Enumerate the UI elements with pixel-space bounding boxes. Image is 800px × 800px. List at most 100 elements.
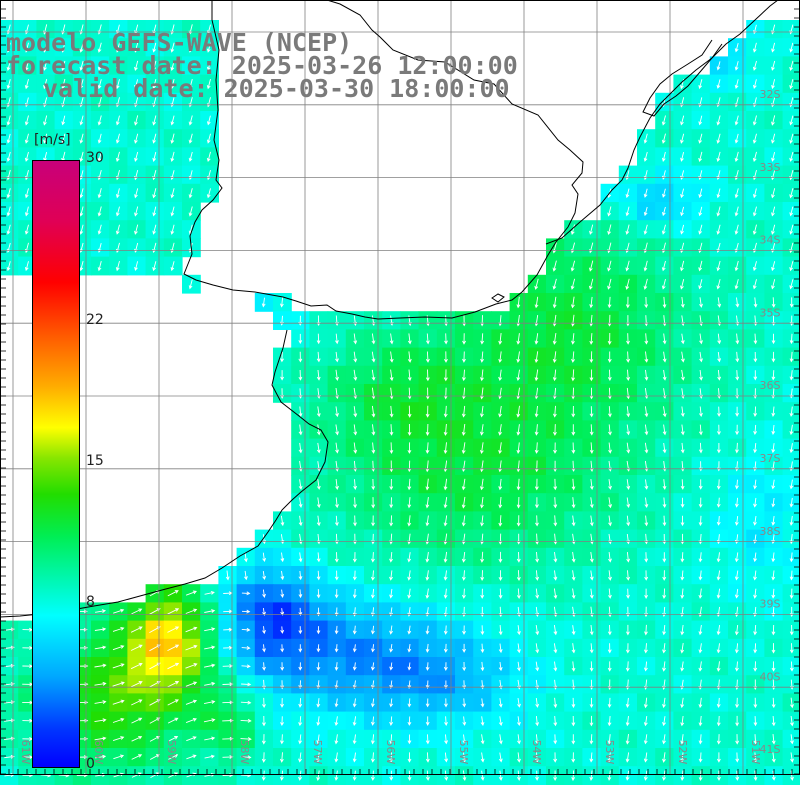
wind-arrow-icon (407, 369, 412, 382)
wind-arrow-icon (571, 625, 576, 636)
wind-arrow-icon (352, 552, 357, 563)
wind-arrow-icon (462, 351, 466, 363)
wind-arrow-icon (607, 206, 612, 217)
wind-arrow-icon (480, 496, 484, 509)
wind-arrow-icon (316, 662, 321, 671)
wind-arrow-icon (94, 754, 107, 759)
wind-arrow-icon (185, 663, 198, 669)
wind-arrow-icon (571, 551, 576, 563)
wind-arrow-icon (553, 625, 558, 636)
wind-arrow-icon (698, 206, 703, 217)
wind-arrow-icon (240, 755, 252, 760)
wind-arrow-icon (280, 698, 284, 708)
wind-arrow-icon (479, 460, 484, 473)
wind-arrow-icon (644, 552, 649, 563)
wind-arrow-icon (662, 570, 667, 581)
wind-arrow-icon (534, 369, 539, 382)
wind-arrow-icon (407, 644, 412, 653)
wind-arrow-icon (771, 588, 776, 599)
wind-arrow-icon (443, 570, 448, 581)
wind-arrow-icon (717, 406, 721, 417)
wind-arrow-icon (298, 497, 303, 508)
wind-arrow-icon (94, 736, 107, 741)
wind-arrow-icon (790, 752, 794, 763)
wind-arrow-icon (680, 570, 685, 581)
wind-arrow-icon (607, 734, 612, 745)
wind-arrow-icon (43, 78, 48, 90)
wind-arrow-icon (425, 752, 430, 763)
wind-arrow-icon (662, 188, 666, 198)
wind-arrow-icon (644, 369, 649, 381)
wind-arrow-icon (753, 333, 758, 345)
wind-arrow-icon (170, 42, 175, 53)
wind-arrow-icon (407, 734, 412, 745)
wind-arrow-icon (607, 697, 612, 709)
wind-arrow-icon (389, 333, 394, 345)
wind-arrow-icon (462, 698, 467, 708)
wind-arrow-icon (517, 716, 521, 727)
wind-arrow-icon (607, 624, 612, 636)
wind-arrow-icon (134, 188, 139, 199)
longitude-label: 57W (311, 740, 324, 765)
wind-arrow-icon (698, 479, 703, 490)
wind-arrow-icon (152, 133, 157, 144)
wind-arrow-icon (204, 645, 216, 650)
wind-arrow-icon (185, 590, 197, 596)
wind-arrow-icon (589, 314, 594, 327)
wind-arrow-icon (480, 369, 484, 382)
wind-arrow-icon (353, 442, 358, 454)
wind-arrow-icon (4, 682, 15, 686)
wind-arrow-icon (517, 752, 521, 763)
wind-arrow-icon (789, 424, 794, 436)
wind-arrow-icon (134, 133, 139, 144)
wind-arrow-icon (534, 460, 539, 473)
wind-arrow-icon (734, 206, 739, 217)
wind-arrow-icon (626, 624, 630, 636)
wind-arrow-icon (112, 645, 125, 651)
wind-arrow-icon (370, 698, 375, 708)
wind-arrow-icon (643, 734, 648, 745)
wind-arrow-icon (389, 369, 394, 382)
wind-arrow-icon (662, 770, 666, 781)
wind-arrow-icon (206, 133, 211, 144)
wind-arrow-icon (353, 406, 358, 418)
wind-arrow-icon (298, 752, 302, 763)
wind-arrow-icon (643, 188, 648, 198)
wind-arrow-icon (131, 717, 143, 724)
wind-arrow-icon (167, 662, 180, 670)
wind-arrow-icon (535, 752, 540, 763)
wind-arrow-icon (4, 663, 15, 668)
wind-arrow-icon (498, 333, 503, 345)
wind-arrow-icon (280, 626, 285, 634)
wind-arrow-icon (130, 644, 143, 651)
wind-arrow-icon (589, 369, 594, 382)
wind-arrow-icon (498, 515, 503, 527)
wind-arrow-icon (789, 279, 794, 290)
wind-arrow-icon (789, 588, 794, 599)
wind-arrow-icon (94, 681, 107, 686)
wind-arrow-icon (753, 716, 758, 727)
wind-arrow-icon (407, 333, 412, 345)
wind-arrow-icon (352, 734, 357, 745)
wind-arrow-icon (371, 478, 376, 491)
wind-arrow-icon (734, 188, 739, 199)
wind-arrow-icon (571, 752, 576, 763)
wind-arrow-icon (370, 716, 375, 726)
wind-arrow-icon (626, 442, 631, 454)
wind-arrow-icon (771, 261, 776, 272)
wind-arrow-icon (753, 406, 758, 418)
wind-arrow-icon (662, 625, 666, 636)
wind-arrow-icon (643, 697, 648, 709)
wind-arrow-icon (735, 424, 739, 436)
longitude-label: 51W (749, 740, 762, 765)
wind-arrow-icon (371, 369, 376, 381)
wind-arrow-icon (699, 333, 703, 345)
longitude-label: 60W (92, 740, 105, 765)
wind-arrow-icon (553, 716, 558, 727)
wind-arrow-icon (534, 333, 539, 345)
longitude-label: 53W (603, 740, 616, 765)
wind-arrow-icon (734, 570, 739, 581)
wind-arrow-icon (789, 552, 794, 563)
wind-arrow-icon (389, 442, 394, 454)
wind-arrow-icon (735, 406, 739, 417)
